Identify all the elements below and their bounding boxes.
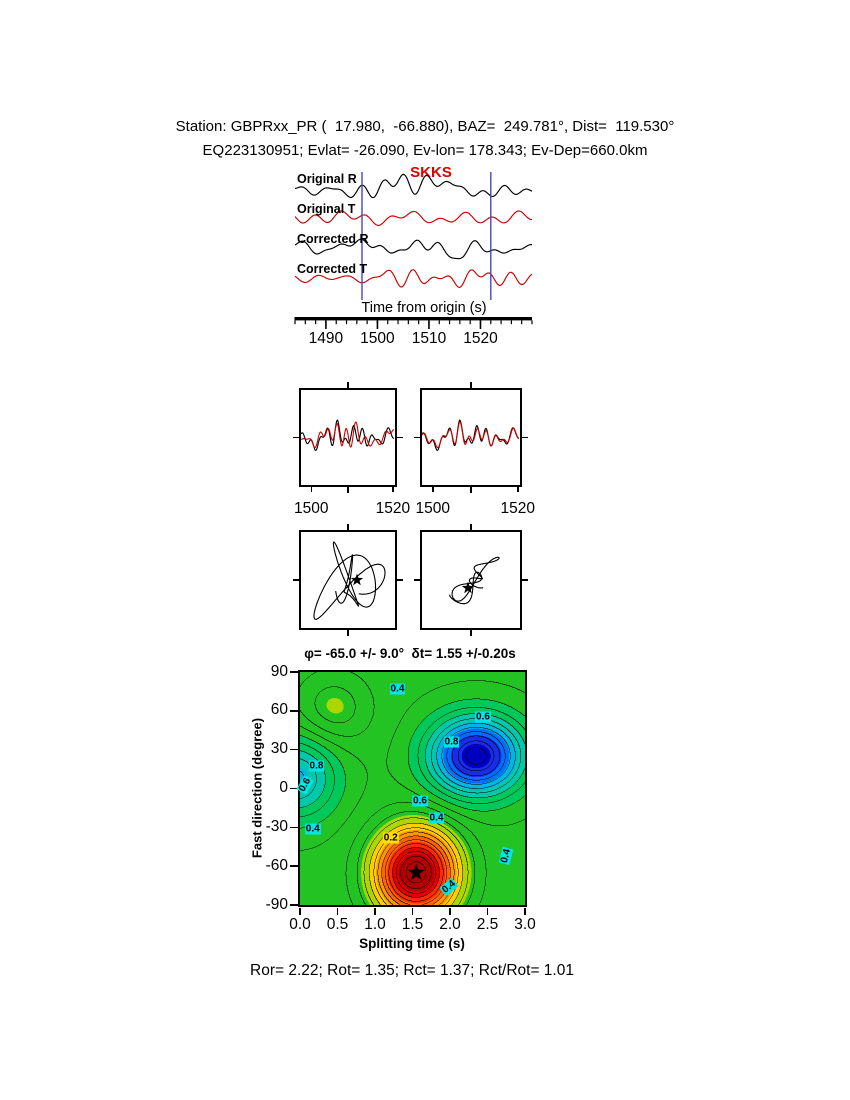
contour-annotation: 0.4 xyxy=(428,812,445,824)
star-marker xyxy=(461,581,475,594)
trace-label: Corrected R xyxy=(297,232,369,246)
edge-tick xyxy=(522,579,528,581)
stats-line: Ror= 2.22; Rot= 1.35; Rct= 1.37; Rct/Rot… xyxy=(250,962,574,979)
component-box-corrected xyxy=(420,388,522,487)
edge-tick xyxy=(414,436,420,439)
y-tick-label: 0 xyxy=(279,779,288,796)
component-trace xyxy=(301,421,394,449)
hodogram-corrected xyxy=(449,556,500,605)
edge-tick xyxy=(470,630,472,636)
time-axis xyxy=(294,317,533,329)
y-tick-label: -90 xyxy=(265,895,288,913)
seismogram-trace xyxy=(295,210,532,226)
hodogram-original xyxy=(313,541,386,620)
edge-tick xyxy=(347,487,349,493)
edge-tick xyxy=(347,382,349,388)
particle-motion-path xyxy=(313,541,386,620)
tick-label: 1520 xyxy=(463,330,498,347)
seismogram-trace xyxy=(295,238,532,260)
y-tick-label: 30 xyxy=(270,740,288,758)
edge-tick xyxy=(414,579,420,581)
edge-tick xyxy=(470,487,472,493)
tick-label: 1500 xyxy=(415,500,450,517)
event-header: EQ223130951; Evlat= -26.090, Ev-lon= 178… xyxy=(202,142,648,159)
seismogram-trace xyxy=(295,173,532,199)
fast-slow-waveforms-corrected xyxy=(422,419,519,452)
edge-tick xyxy=(347,630,349,636)
x-tick-label: 0.0 xyxy=(289,916,311,933)
axis-tick xyxy=(432,487,434,492)
star-marker xyxy=(350,573,364,586)
edge-tick xyxy=(293,579,299,581)
tick-label: 1520 xyxy=(375,500,411,517)
phase-label: SKKS xyxy=(410,164,452,181)
axis-tick xyxy=(392,487,394,492)
trace-label: Corrected T xyxy=(297,262,368,276)
x-axis-tick xyxy=(411,908,414,915)
x-tick-label: 2.0 xyxy=(439,916,461,933)
contour-annotation: 0.6 xyxy=(475,711,491,723)
tick-label: 1500 xyxy=(294,500,329,517)
y-axis-tick xyxy=(290,671,298,673)
particle-motion-path xyxy=(449,556,500,605)
y-axis-tick xyxy=(290,748,298,751)
axis-tick xyxy=(517,487,519,492)
edge-tick xyxy=(397,436,403,439)
contour-annotation: 0.8 xyxy=(308,760,325,772)
component-trace xyxy=(422,421,519,449)
waveform-panel xyxy=(295,172,532,300)
y-axis-tick xyxy=(290,826,298,829)
y-axis-tick xyxy=(290,787,298,790)
contour-annotation: 0.4 xyxy=(304,823,321,835)
x-axis-tick xyxy=(486,908,489,915)
edge-tick xyxy=(470,524,472,530)
tick-label: 1520 xyxy=(500,500,535,517)
x-tick-label: 1.0 xyxy=(364,916,386,933)
x-axis-tick xyxy=(524,908,526,915)
x-axis-title: Splitting time (s) xyxy=(359,936,465,951)
edge-tick xyxy=(293,436,299,439)
y-tick-label: 60 xyxy=(270,701,288,719)
x-axis-tick xyxy=(299,908,301,915)
axis-tick xyxy=(310,487,312,492)
x-tick-label: 1.5 xyxy=(401,916,424,933)
error-surface-map xyxy=(298,670,527,907)
contour-annotation: 0.8 xyxy=(443,736,460,748)
y-axis-tick xyxy=(290,865,298,867)
time-axis-title: Time from origin (s) xyxy=(361,300,487,316)
trace-label: Original T xyxy=(297,202,356,216)
edge-tick xyxy=(522,436,528,439)
component-trace xyxy=(301,419,394,452)
edge-tick xyxy=(397,579,403,581)
seismogram-trace xyxy=(295,269,532,289)
contour-annotation: 0.4 xyxy=(389,683,406,695)
x-axis-tick xyxy=(336,908,339,915)
trace-label: Original R xyxy=(297,172,357,186)
x-axis-tick xyxy=(449,908,451,915)
tick-label: 1490 xyxy=(308,330,344,347)
x-tick-label: 0.5 xyxy=(326,916,349,933)
particle-motion-original xyxy=(299,530,397,630)
particle-motion-corrected xyxy=(420,530,522,630)
edge-tick xyxy=(470,382,472,388)
x-tick-label: 3.0 xyxy=(514,916,536,933)
tick-label: 1510 xyxy=(411,330,447,347)
y-tick-label: -60 xyxy=(265,856,288,874)
fast-slow-waveforms-original xyxy=(301,419,394,452)
y-axis-tick xyxy=(290,904,298,906)
station-header: Station: GBPRxx_PR ( 17.980, -66.880), B… xyxy=(175,118,675,135)
y-tick-label: -30 xyxy=(265,817,288,835)
contour-annotation: 0.2 xyxy=(382,832,399,844)
y-tick-label: 90 xyxy=(270,662,288,680)
contour-annotation: 0.6 xyxy=(412,795,428,807)
edge-tick xyxy=(347,524,349,530)
x-axis-tick xyxy=(374,908,376,915)
splitting-result-title: φ= -65.0 +/- 9.0° δt= 1.55 +/-0.20s xyxy=(304,646,516,661)
component-box-original xyxy=(299,388,397,487)
x-tick-label: 2.5 xyxy=(476,916,499,933)
y-axis-tick xyxy=(290,710,298,712)
tick-label: 1500 xyxy=(360,330,395,347)
time-axis-line xyxy=(294,317,532,321)
